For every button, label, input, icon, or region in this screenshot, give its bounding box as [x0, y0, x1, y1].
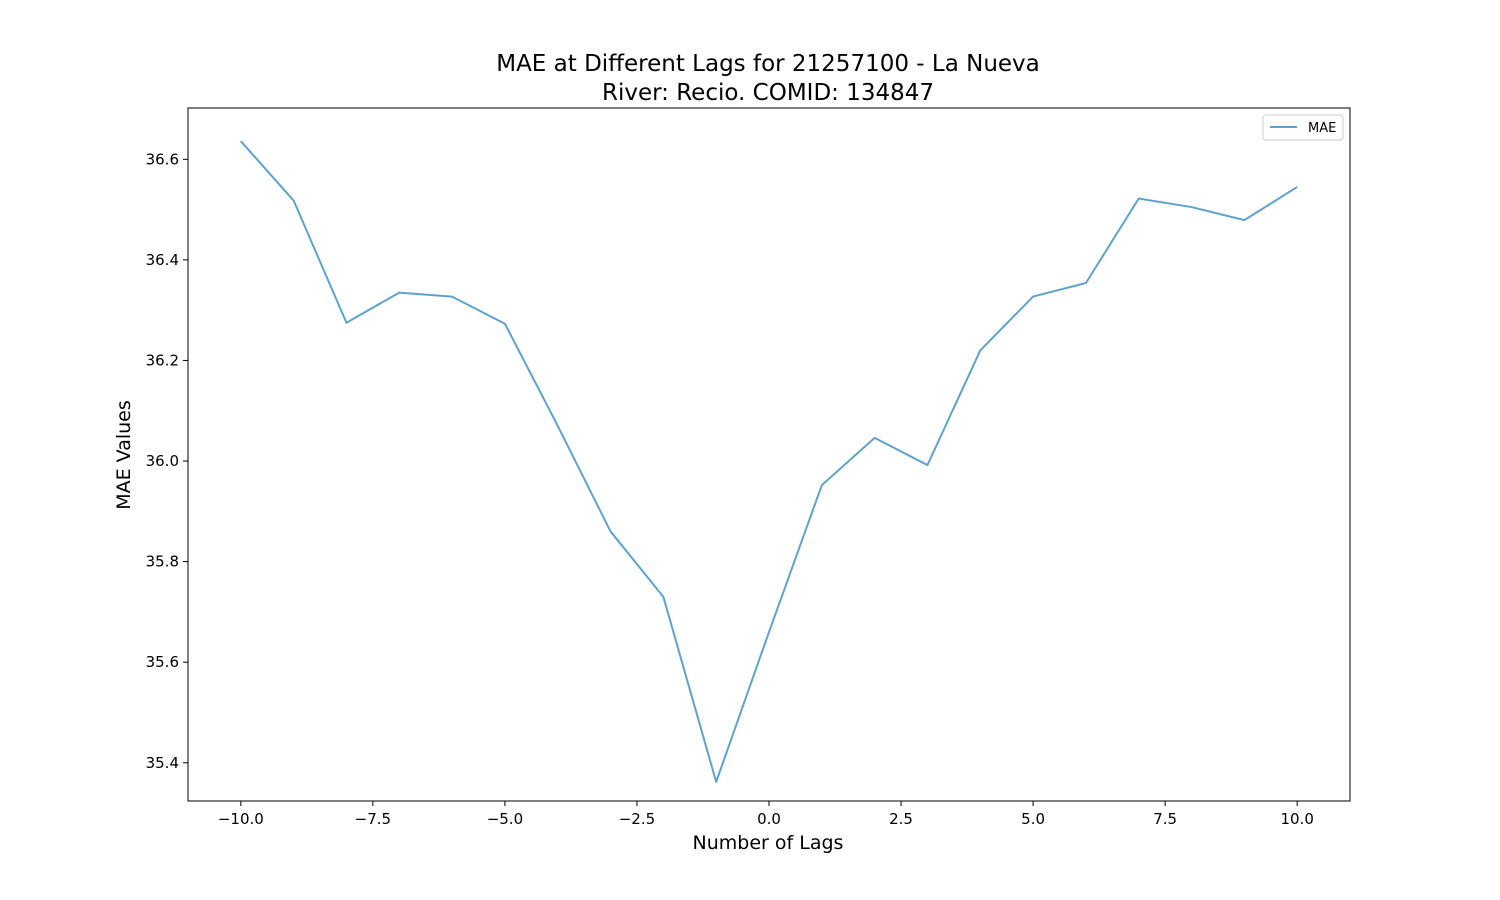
legend-label-mae: MAE [1308, 121, 1336, 136]
x-tick-label: 7.5 [1153, 810, 1177, 828]
y-tick-label: 36.6 [146, 150, 179, 168]
x-tick-label: −5.0 [487, 810, 523, 828]
x-tick-label: 0.0 [757, 810, 781, 828]
y-axis-label: MAE Values [113, 400, 135, 510]
y-tick-label: 36.2 [146, 351, 179, 369]
legend: MAE [1262, 114, 1344, 141]
series-line-mae [240, 140, 1298, 783]
y-tick-label: 35.8 [146, 553, 179, 571]
plot-area-frame [187, 107, 1351, 802]
x-tick-label: −10.0 [218, 810, 264, 828]
x-tick-label: 10.0 [1280, 810, 1313, 828]
x-tick-label: 2.5 [889, 810, 913, 828]
y-tick-label: 35.4 [146, 754, 179, 772]
x-tick-label: 5.0 [1021, 810, 1045, 828]
chart-title-line1: MAE at Different Lags for 21257100 - La … [496, 51, 1040, 77]
y-tick-label: 35.6 [146, 653, 179, 671]
x-axis-label: Number of Lags [693, 832, 844, 854]
chart-title-line2: River: Recio. COMID: 134847 [602, 80, 934, 106]
x-axis-ticks: −10.0 −7.5 −5.0 −2.5 0.0 2.5 5.0 7.5 10.0 [218, 801, 1314, 828]
series-layer [240, 140, 1298, 783]
y-tick-label: 36.4 [146, 251, 179, 269]
y-tick-label: 36.0 [146, 452, 179, 470]
y-axis-ticks: 35.4 35.6 35.8 36.0 36.2 36.4 36.6 [146, 150, 188, 772]
x-tick-label: −7.5 [355, 810, 391, 828]
x-tick-label: −2.5 [619, 810, 655, 828]
legend-box [1262, 114, 1344, 141]
